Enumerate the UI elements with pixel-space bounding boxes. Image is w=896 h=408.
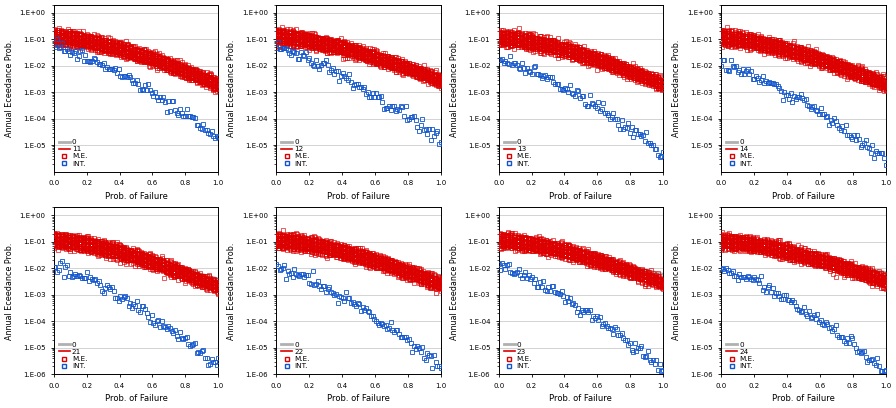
X-axis label: Prob. of Failure: Prob. of Failure bbox=[549, 191, 612, 200]
X-axis label: Prob. of Failure: Prob. of Failure bbox=[771, 191, 835, 200]
Y-axis label: Annual Eceedance Prob.: Annual Eceedance Prob. bbox=[672, 40, 681, 137]
X-axis label: Prob. of Failure: Prob. of Failure bbox=[549, 394, 612, 403]
Legend: 0, 24, M.E., INT.: 0, 24, M.E., INT. bbox=[725, 340, 756, 370]
X-axis label: Prob. of Failure: Prob. of Failure bbox=[105, 191, 168, 200]
Y-axis label: Annual Eceedance Prob.: Annual Eceedance Prob. bbox=[450, 40, 459, 137]
X-axis label: Prob. of Failure: Prob. of Failure bbox=[105, 394, 168, 403]
Legend: 0, 23, M.E., INT.: 0, 23, M.E., INT. bbox=[503, 340, 533, 370]
Y-axis label: Annual Eceedance Prob.: Annual Eceedance Prob. bbox=[228, 242, 237, 339]
Y-axis label: Annual Eceedance Prob.: Annual Eceedance Prob. bbox=[228, 40, 237, 137]
Y-axis label: Annual Eceedance Prob.: Annual Eceedance Prob. bbox=[4, 40, 13, 137]
Y-axis label: Annual Eceedance Prob.: Annual Eceedance Prob. bbox=[450, 242, 459, 339]
Legend: 0, 22, M.E., INT.: 0, 22, M.E., INT. bbox=[280, 340, 311, 370]
Legend: 0, 14, M.E., INT.: 0, 14, M.E., INT. bbox=[725, 137, 756, 168]
X-axis label: Prob. of Failure: Prob. of Failure bbox=[327, 191, 390, 200]
Legend: 0, 21, M.E., INT.: 0, 21, M.E., INT. bbox=[57, 340, 89, 370]
Legend: 0, 13, M.E., INT.: 0, 13, M.E., INT. bbox=[503, 137, 533, 168]
X-axis label: Prob. of Failure: Prob. of Failure bbox=[327, 394, 390, 403]
Legend: 0, 12, M.E., INT.: 0, 12, M.E., INT. bbox=[280, 137, 311, 168]
Y-axis label: Annual Eceedance Prob.: Annual Eceedance Prob. bbox=[672, 242, 681, 339]
Legend: 0, 11, M.E., INT.: 0, 11, M.E., INT. bbox=[57, 137, 89, 168]
Y-axis label: Annual Eceedance Prob.: Annual Eceedance Prob. bbox=[4, 242, 13, 339]
X-axis label: Prob. of Failure: Prob. of Failure bbox=[771, 394, 835, 403]
